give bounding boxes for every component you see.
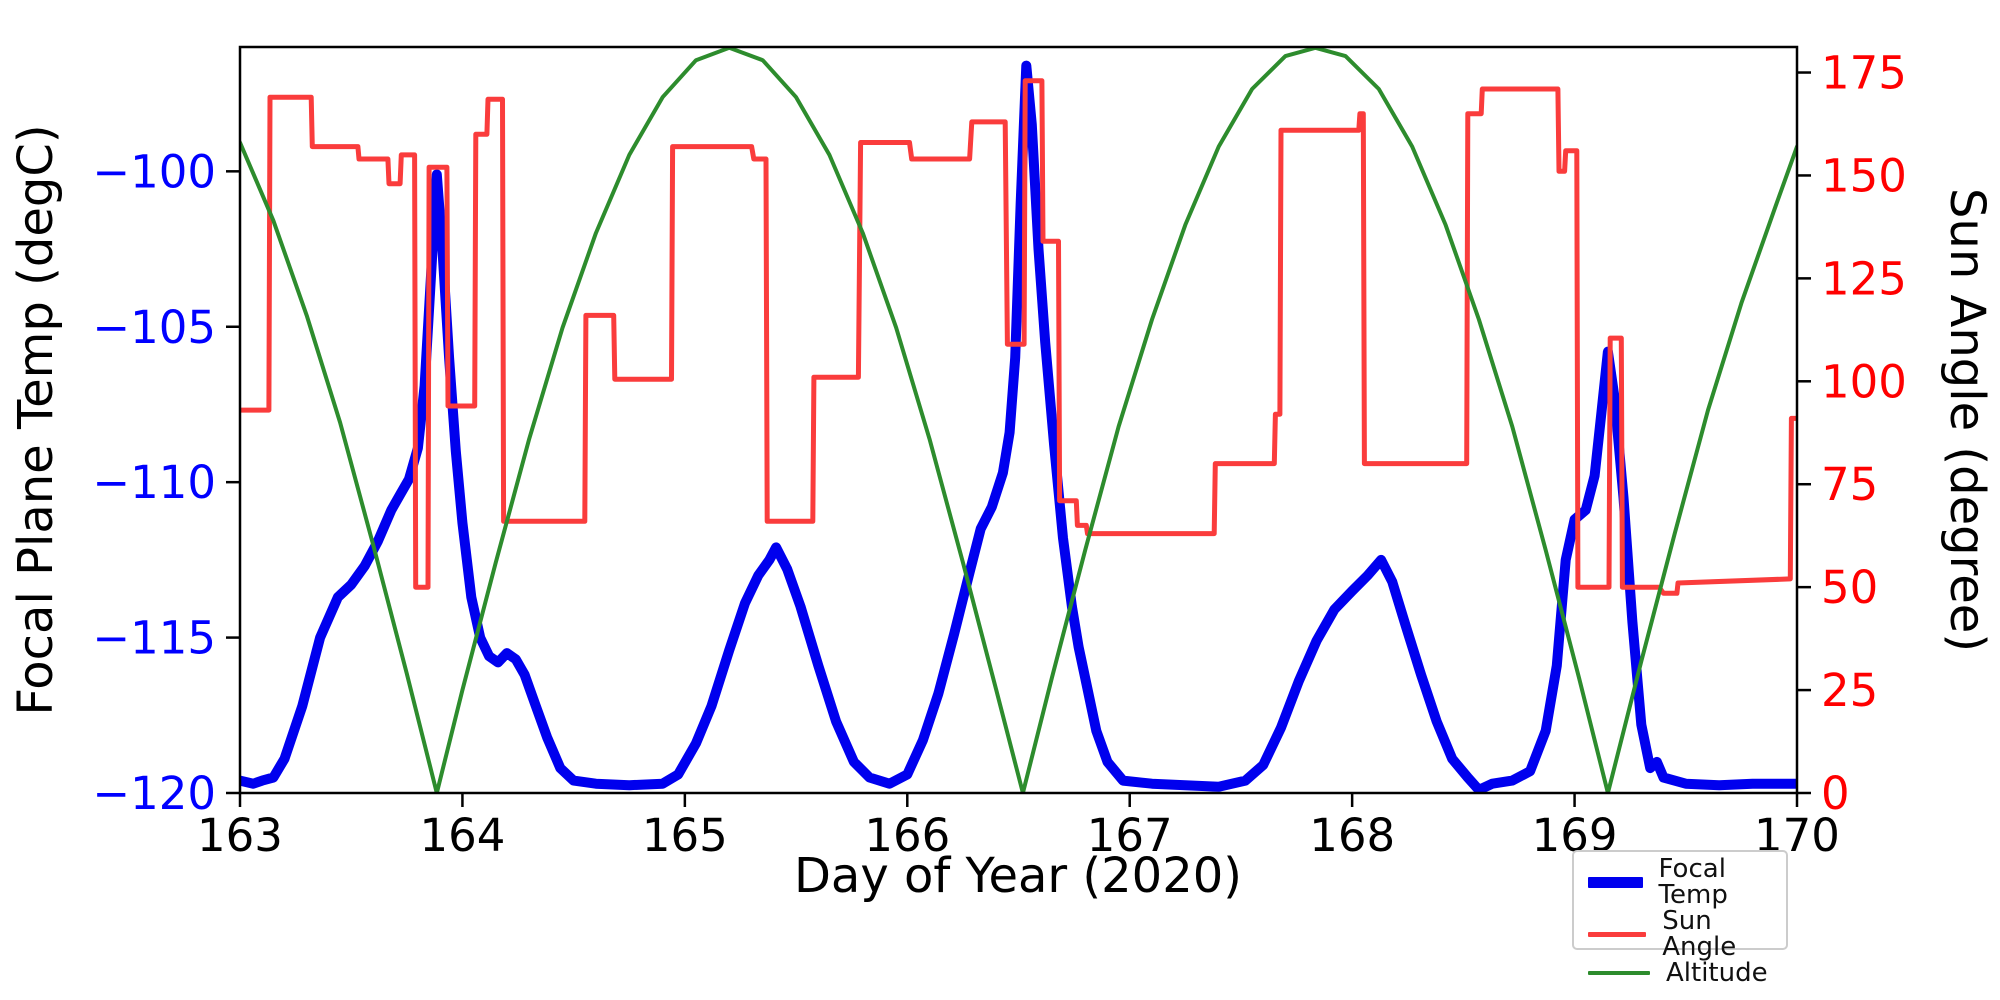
x-tick-label: 163 <box>197 809 283 862</box>
y-tick-label-left: −110 <box>92 456 216 509</box>
legend: Focal Temp Sun Angle Altitude <box>1572 850 1788 986</box>
y-tick-label-left: −120 <box>92 767 216 820</box>
y-axis-title-right: Sun Angle (degree) <box>1939 188 1995 652</box>
legend-item-sun-angle: Sun Angle <box>1588 908 1786 960</box>
plot-area: 163 164 165 166 167 168 169 170−100−105−110−115… <box>92 45 1907 862</box>
x-tick-label: 165 <box>642 809 728 862</box>
legend-swatch-focal-temp <box>1588 876 1643 888</box>
x-tick-label: 164 <box>419 809 505 862</box>
legend-label-sun-angle: Sun Angle <box>1662 906 1737 962</box>
plot-border <box>238 45 1799 795</box>
y-tick-label-right: 175 <box>1821 47 1907 100</box>
legend-label-focal-temp: Focal Temp <box>1658 854 1728 910</box>
y-tick-label-right: 50 <box>1821 561 1878 614</box>
x-tick-label: 168 <box>1309 809 1395 862</box>
y-tick-label-right: 125 <box>1821 252 1907 305</box>
y-tick-label-left: −105 <box>92 301 216 354</box>
y-tick-label-right: 25 <box>1821 664 1878 717</box>
x-tick-label: 167 <box>1087 809 1173 862</box>
legend-swatch-sun-angle <box>1588 931 1647 937</box>
y-tick-label-left: −100 <box>92 145 216 198</box>
legend-label-altitude: Altitude <box>1666 958 1768 988</box>
y-tick-label-left: −115 <box>92 612 216 665</box>
legend-item-altitude: Altitude <box>1588 960 1786 986</box>
y-tick-label-right: 0 <box>1821 767 1850 820</box>
y-tick-label-right: 75 <box>1821 458 1878 511</box>
legend-item-focal-temp: Focal Temp <box>1588 856 1786 908</box>
series-sun-angle-line <box>240 78 1797 596</box>
x-axis-title: Day of Year (2020) <box>794 848 1242 904</box>
y-tick-label-right: 100 <box>1821 355 1907 408</box>
y-tick-label-right: 150 <box>1821 149 1907 202</box>
y-axis-title-left: Focal Plane Temp (degC) <box>8 124 64 715</box>
x-tick-label: 166 <box>864 809 950 862</box>
series-altitude-line <box>240 47 1797 793</box>
legend-swatch-altitude <box>1588 971 1650 975</box>
